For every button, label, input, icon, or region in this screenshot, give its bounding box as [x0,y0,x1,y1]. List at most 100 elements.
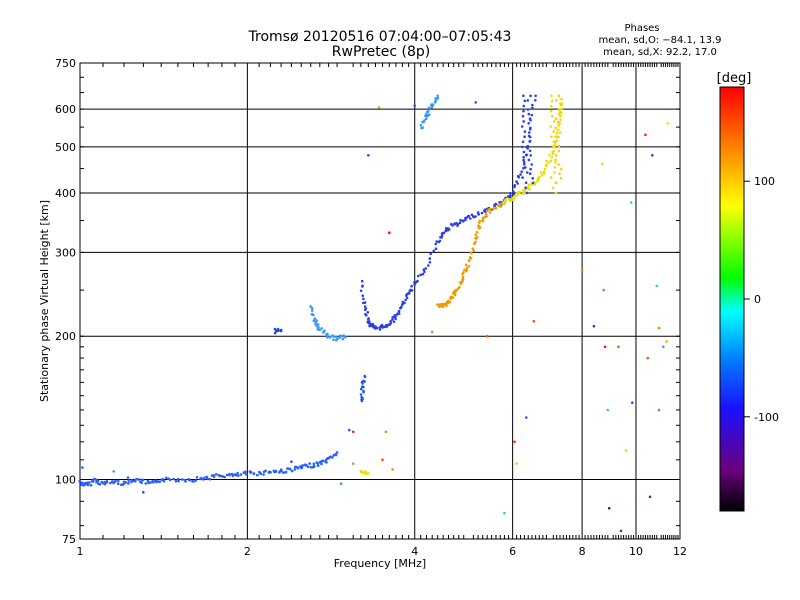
data-point [375,326,379,330]
data-point [332,338,335,342]
data-point [274,469,278,473]
y-tick-label: 500 [55,141,76,154]
data-point [313,317,317,320]
data-point [440,234,444,238]
data-point [534,99,537,102]
data-point [523,163,526,166]
data-point [533,183,536,186]
data-point [423,119,426,122]
data-point [504,198,508,201]
grid-lines [80,63,680,539]
data-point [522,155,525,159]
data-point [296,466,300,470]
y-tick-label: 200 [55,330,76,343]
data-point [474,233,478,237]
plot-frame [79,62,681,540]
data-point [126,476,130,479]
data-point [560,97,563,101]
data-point [560,107,564,110]
data-point [531,103,534,107]
data-point [322,330,325,334]
data-point [422,268,426,272]
phases-o-stats: mean, sd,O: −84.1, 13.9 [599,35,722,46]
data-point [312,319,316,323]
data-point [91,480,95,483]
data-point [419,124,423,127]
data-point [554,117,558,120]
data-point [284,470,288,474]
data-point [528,172,532,175]
data-point [525,416,528,419]
data-point [427,113,431,116]
data-point [474,240,477,244]
data-point [477,224,480,227]
data-point [103,480,106,484]
data-point [244,470,247,474]
data-point [217,473,221,477]
data-point [116,482,120,486]
data-point [98,482,102,486]
data-point [537,176,541,179]
data-point [427,106,431,110]
data-point [359,387,363,391]
data-point [367,154,370,157]
data-point [341,334,345,338]
data-point [524,166,527,169]
data-point [424,267,428,270]
data-point [519,173,522,176]
data-point [300,465,304,469]
data-point [480,211,484,215]
data-point [550,99,554,103]
data-point [529,154,532,157]
data-point [522,161,526,164]
data-point [286,467,289,470]
data-point [308,462,312,465]
data-point [96,479,100,483]
data-point [528,131,531,134]
data-point [181,478,184,481]
data-point [520,170,523,173]
data-point [528,135,532,139]
data-point [444,303,448,307]
data-point [523,188,527,192]
data-point [419,273,423,277]
data-point [310,309,314,312]
data-point [554,191,558,195]
data-point [499,205,503,208]
data-point [486,209,489,212]
data-point [427,264,430,267]
data-point [455,289,458,292]
data-point [553,166,557,169]
data-point [521,114,525,118]
data-point [655,284,659,288]
data-point [155,480,158,484]
data-point [657,408,661,412]
x-tick-label: 6 [509,545,516,558]
data-point [539,171,543,174]
data-point [431,103,435,106]
data-point [484,212,488,216]
data-point [192,480,195,483]
data-point [264,469,267,473]
data-point [463,268,466,272]
data-point [428,257,432,260]
data-point [448,300,452,304]
data-point [377,106,381,109]
data-point [550,94,553,98]
data-point [364,471,368,475]
data-point [416,279,419,283]
data-point [509,194,512,197]
data-point [421,126,425,129]
data-point [237,474,240,477]
data-point [434,247,438,250]
data-point [602,288,605,292]
data-point [458,286,461,289]
data-point [549,159,553,163]
data-point [509,191,512,195]
data-point [391,316,395,319]
data-point [542,170,546,173]
data-point [279,468,283,472]
data-point [360,395,364,399]
data-point [666,122,669,125]
y-tick-label: 400 [55,187,76,200]
